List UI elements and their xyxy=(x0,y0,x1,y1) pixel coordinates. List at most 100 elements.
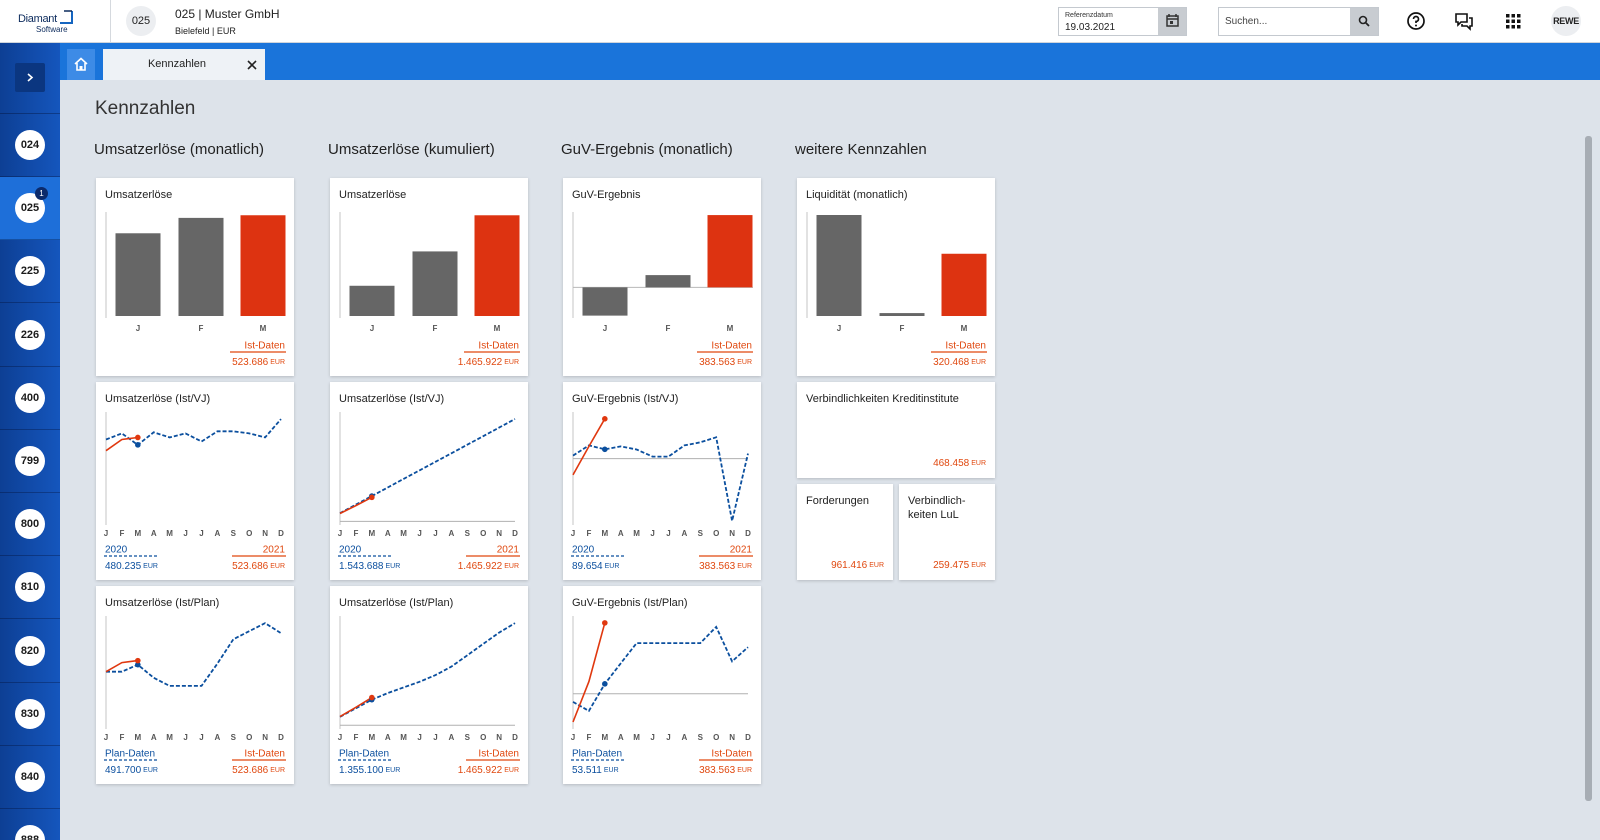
kpi-card[interactable]: Umsatzerlöse (Ist/VJ) J F M A M J J A S O N D 2020 1.5… xyxy=(330,382,528,580)
total-value: 523.686 EUR xyxy=(232,561,285,572)
home-tab[interactable] xyxy=(67,49,95,80)
x-tick-label: J xyxy=(650,733,654,742)
client-item[interactable]: 820 xyxy=(0,620,60,683)
client-item[interactable]: 810 xyxy=(0,556,60,620)
total-unit: EUR xyxy=(270,563,285,570)
client-badge[interactable]: 025 xyxy=(126,6,156,36)
x-tick-label: J xyxy=(666,529,670,538)
client-number: 820 xyxy=(15,635,45,666)
x-tick-label: F xyxy=(353,733,358,742)
x-tick-label: F xyxy=(433,324,438,333)
total-unit: EUR xyxy=(504,563,519,570)
legend-label: Ist-Daten xyxy=(945,341,986,352)
sidebar-toggle[interactable] xyxy=(15,63,45,92)
total-unit: EUR xyxy=(869,562,884,569)
search-field[interactable]: Suchen... xyxy=(1218,7,1379,36)
kpi-card[interactable]: Verbindlichkeiten Kreditinstitute 468.458… xyxy=(797,382,995,478)
kpi-card[interactable]: Verbindlich-keiten LuL 259.475 EUR xyxy=(899,484,995,580)
tab[interactable]: Kennzahlen xyxy=(103,49,265,80)
x-tick-label: S xyxy=(465,733,471,742)
date-value: 19.03.2021 xyxy=(1065,22,1116,33)
client-item[interactable]: 840 xyxy=(0,746,60,809)
user-avatar[interactable]: REWE xyxy=(1551,6,1581,36)
kpi-card[interactable]: GuV-Ergebnis (Ist/VJ) J F M A M J J A S O N D 2020 89.… xyxy=(563,382,761,580)
x-tick-label: A xyxy=(214,529,220,538)
x-tick-label: M xyxy=(601,529,608,538)
bar xyxy=(349,285,395,316)
kpi-card[interactable]: GuV-Ergebnis J F M Ist-Daten 383.563 EUR xyxy=(563,178,761,376)
date-button[interactable] xyxy=(1158,8,1186,35)
total-value: 383.563 EUR xyxy=(699,561,752,572)
total-unit: EUR xyxy=(386,563,401,570)
client-number: 840 xyxy=(15,762,45,792)
series-line xyxy=(572,622,606,723)
client-item[interactable]: 025 1 xyxy=(0,177,60,241)
kpi-card[interactable]: Umsatzerlöse (Ist/Plan) J F M A M J J A S O N D Plan-… xyxy=(96,586,294,784)
total-value: 1.465.922 EUR xyxy=(458,765,519,776)
kpi-card[interactable]: Umsatzerlöse J F M Ist-Daten 523.686 EUR xyxy=(96,178,294,376)
column-heading: weitere Kennzahlen xyxy=(795,141,927,158)
client-item[interactable]: 830 xyxy=(0,683,60,746)
client-item[interactable]: 799 xyxy=(0,430,60,493)
x-tick-label: F xyxy=(666,324,671,333)
highlight-dot xyxy=(602,416,608,422)
client-item[interactable]: 400 xyxy=(0,367,60,430)
total-value: 89.654 EUR xyxy=(572,561,619,572)
total-number: 1.543.688 xyxy=(339,561,384,572)
x-tick-label: S xyxy=(465,529,471,538)
x-tick-label: N xyxy=(729,733,735,742)
client-item[interactable]: 024 xyxy=(0,114,60,177)
highlight-dot xyxy=(602,681,608,687)
kpi-card[interactable]: Umsatzerlöse (Ist/Plan) J F M A M J J A S O N D Plan-… xyxy=(330,586,528,784)
x-tick-label: N xyxy=(262,733,268,742)
series-line xyxy=(339,622,516,718)
x-tick-label: J xyxy=(136,324,140,333)
scrollbar[interactable] xyxy=(1585,136,1592,801)
total-number: 1.355.100 xyxy=(339,765,384,776)
total-number: 523.686 xyxy=(232,357,269,368)
highlight-dot xyxy=(135,661,141,668)
apps-icon[interactable] xyxy=(1501,9,1525,33)
x-tick-label: S xyxy=(231,529,237,538)
series-line xyxy=(106,622,282,687)
client-item[interactable]: 800 xyxy=(0,493,60,557)
total-value: 383.563 EUR xyxy=(699,357,752,368)
x-tick-label: F xyxy=(353,529,358,538)
total-number: 480.235 xyxy=(105,561,142,572)
scrollbar-thumb[interactable] xyxy=(1585,136,1592,801)
highlight-dot xyxy=(135,434,141,441)
client-item[interactable]: 888 xyxy=(0,809,60,840)
client-number: 799 xyxy=(15,446,45,476)
x-tick-label: M xyxy=(134,529,141,538)
kpi-card[interactable]: GuV-Ergebnis (Ist/Plan) J F M A M J J A S O N D Plan-… xyxy=(563,586,761,784)
total-unit: EUR xyxy=(270,359,285,366)
kpi-card[interactable]: Forderungen 961.416 EUR xyxy=(797,484,893,580)
tab-close[interactable] xyxy=(245,58,259,72)
kpi-card[interactable]: Umsatzerlöse J F M Ist-Daten 1.465.922 EUR xyxy=(330,178,528,376)
help-icon[interactable] xyxy=(1404,9,1428,33)
chat-icon[interactable] xyxy=(1452,9,1476,33)
x-tick-label: J xyxy=(338,529,342,538)
date-field[interactable]: Referenzdatum 19.03.2021 xyxy=(1058,7,1187,36)
kpi-card[interactable]: Umsatzerlöse (Ist/VJ) J F M A M J J A S O N D 2020 480… xyxy=(96,382,294,580)
x-tick-label: A xyxy=(448,733,454,742)
total-value: 1.543.688 EUR xyxy=(339,561,400,572)
kpi-card[interactable]: Liquidität (monatlich) J F M Ist-Daten 320.46… xyxy=(797,178,995,376)
card-title: Verbindlichkeiten Kreditinstitute xyxy=(806,393,959,405)
x-tick-label: A xyxy=(618,733,624,742)
x-tick-label: N xyxy=(496,529,502,538)
x-tick-label: J xyxy=(571,733,575,742)
bar xyxy=(412,251,458,316)
series-line xyxy=(339,496,373,515)
client-item[interactable]: 225 xyxy=(0,240,60,304)
client-item[interactable]: 226 xyxy=(0,304,60,367)
x-tick-label: S xyxy=(231,733,237,742)
date-label: Referenzdatum xyxy=(1065,12,1113,19)
card-title: Umsatzerlöse (Ist/Plan) xyxy=(339,597,454,609)
logo[interactable]: Diamant Software xyxy=(0,0,111,42)
x-tick-label: J xyxy=(433,529,437,538)
search-button[interactable] xyxy=(1350,8,1378,35)
x-tick-label: F xyxy=(119,733,124,742)
total-unit: EUR xyxy=(971,562,986,569)
